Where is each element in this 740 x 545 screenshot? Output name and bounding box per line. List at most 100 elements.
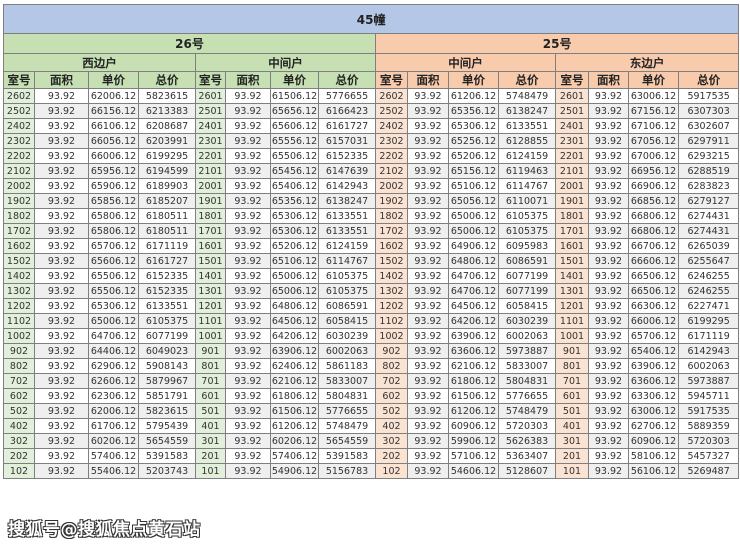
unit-price-cell: 62406.12 [270,358,319,374]
room-number-cell: 2502 [375,103,408,119]
room-number-cell: 601 [555,388,589,404]
unit-price-cell: 66606.12 [628,253,679,269]
room-number-cell: 2301 [555,133,589,149]
unit-price-cell: 62906.12 [88,358,139,374]
table-row: 502 93.92 62006.12 5823615 501 93.92 61506.12 5… [3,403,740,419]
room-number-cell: 402 [375,418,408,434]
unit-price-cell: 63906.12 [270,343,319,359]
area-cell: 93.92 [225,463,271,479]
unit-price-cell: 65656.12 [270,103,319,119]
room-number-cell: 701 [195,373,226,389]
room-number-cell: 1001 [555,328,589,344]
room-number-header: 室号 [375,71,408,89]
unit-price-header: 单价 [88,71,139,89]
area-cell: 93.92 [225,88,271,104]
area-cell: 93.92 [588,448,629,464]
room-number-cell: 1201 [195,298,226,314]
unit-price-cell: 64806.12 [448,253,499,269]
area-cell: 93.92 [34,118,89,134]
room-number-cell: 1302 [375,283,408,299]
total-price-cell: 6274431 [677,208,740,224]
area-cell: 93.92 [407,208,449,224]
total-price-cell: 6199295 [138,148,196,164]
total-price-cell: 6265039 [677,238,740,254]
total-price-header: 总价 [498,71,556,89]
area-cell: 93.92 [407,418,449,434]
area-cell: 93.92 [225,403,271,419]
area-header: 面积 [588,71,629,89]
unit-price-cell: 64906.12 [448,238,499,254]
room-number-cell: 801 [195,358,226,374]
area-cell: 93.92 [588,88,629,104]
total-price-cell: 6002063 [318,343,376,359]
unit-price-cell: 57106.12 [448,448,499,464]
room-number-cell: 1501 [195,253,226,269]
unit-price-cell: 60906.12 [448,418,499,434]
unit-price-cell: 61206.12 [270,418,319,434]
area-cell: 93.92 [225,328,271,344]
unit-price-cell: 63606.12 [628,373,679,389]
total-price-cell: 5908143 [138,358,196,374]
room-number-cell: 1402 [3,268,35,284]
total-price-cell: 6138247 [318,193,376,209]
total-price-cell: 5748479 [498,88,556,104]
unit-price-cell: 65556.12 [270,133,319,149]
unit-price-cell: 54606.12 [448,463,499,479]
total-price-cell: 6105375 [138,313,196,329]
total-price-cell: 5391583 [138,448,196,464]
unit-price-cell: 65856.12 [88,193,139,209]
area-cell: 93.92 [407,238,449,254]
room-number-cell: 1201 [555,298,589,314]
area-cell: 93.92 [407,178,449,194]
total-price-cell: 5654559 [138,433,196,449]
total-price-cell: 6049023 [138,343,196,359]
total-price-cell: 5833007 [318,373,376,389]
total-price-cell: 5128607 [498,463,556,479]
total-price-cell: 6283823 [677,178,740,194]
room-number-cell: 301 [195,433,226,449]
room-number-cell: 2101 [555,163,589,179]
room-number-cell: 1902 [3,193,35,209]
total-price-cell: 6058415 [498,298,556,314]
area-cell: 93.92 [34,208,89,224]
table-row: 2502 93.92 66156.12 6213383 2501 93.92 65656.1… [3,103,740,119]
room-number-cell: 1101 [195,313,226,329]
table-row: 602 93.92 62306.12 5851791 601 93.92 61806.12 5… [3,388,740,404]
area-cell: 93.92 [225,298,271,314]
area-cell: 93.92 [588,328,629,344]
area-cell: 93.92 [225,283,271,299]
area-cell: 93.92 [225,343,271,359]
room-number-cell: 1302 [3,283,35,299]
room-number-cell: 802 [3,358,35,374]
area-cell: 93.92 [34,388,89,404]
room-number-cell: 1001 [195,328,226,344]
table-row: 1702 93.92 65806.12 6180511 1701 93.92 65306.1… [3,223,740,239]
room-number-cell: 1702 [375,223,408,239]
area-cell: 93.92 [588,178,629,194]
total-price-header: 总价 [677,71,740,89]
area-header: 面积 [225,71,271,89]
total-price-cell: 6124159 [498,148,556,164]
room-number-cell: 901 [555,343,589,359]
area-cell: 93.92 [34,283,89,299]
table-row: 102 93.92 55406.12 5203743 101 93.92 54906.12 5… [3,463,740,479]
table-title: 45幢 [2,4,740,34]
unit-price-cell: 65906.12 [88,178,139,194]
room-number-cell: 2301 [195,133,226,149]
total-price-cell: 6105375 [498,208,556,224]
total-price-cell: 6152335 [138,283,196,299]
room-number-cell: 1202 [3,298,35,314]
room-number-cell: 1602 [3,238,35,254]
total-price-cell: 6119463 [498,163,556,179]
table-row: 302 93.92 60206.12 5654559 301 93.92 60206.12 5… [3,433,740,449]
area-cell: 93.92 [588,388,629,404]
room-number-cell: 2001 [555,178,589,194]
unit-price-cell: 62106.12 [448,358,499,374]
unit-price-cell: 61506.12 [270,88,319,104]
room-number-cell: 702 [3,373,35,389]
unit-price-cell: 61506.12 [448,388,499,404]
area-cell: 93.92 [407,448,449,464]
unit-price-cell: 67006.12 [628,148,679,164]
room-number-cell: 1602 [375,238,408,254]
total-price-cell: 5269487 [677,463,740,479]
